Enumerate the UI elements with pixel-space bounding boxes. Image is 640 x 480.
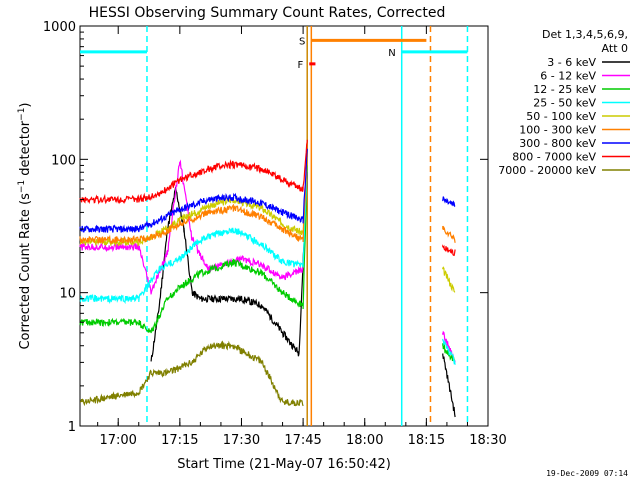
legend-label-0: 3 - 6 keV <box>547 56 596 69</box>
flag-label-3: F <box>298 60 304 71</box>
legend-label-2: 12 - 25 keV <box>533 83 596 96</box>
x-axis-label: Start Time (21-May-07 16:50:42) <box>177 457 391 472</box>
x-tick-label-1: 17:15 <box>161 433 198 448</box>
chart-title: HESSI Observing Summary Count Rates, Cor… <box>89 5 446 21</box>
x-tick-label-3: 17:45 <box>284 433 321 448</box>
y-tick-label-3: 1000 <box>43 20 76 35</box>
x-tick-label-6: 18:30 <box>469 433 506 448</box>
series-line-6 <box>79 148 456 234</box>
y-axis-label: Corrected Count Rate (s−1 detector−1) <box>17 102 33 349</box>
legend-label-5: 100 - 300 keV <box>519 124 596 137</box>
series-line-3 <box>79 157 456 365</box>
y-tick-label-1: 10 <box>59 287 76 302</box>
legend-label-6: 300 - 800 keV <box>519 137 596 150</box>
series-line-2 <box>79 165 456 362</box>
series-line-0 <box>150 172 456 418</box>
flag-label-1: N <box>388 48 395 59</box>
timestamp-footer: 19-Dec-2009 07:14 <box>546 469 628 478</box>
legend-label-7: 800 - 7000 keV <box>512 151 596 164</box>
x-tick-label-0: 17:00 <box>99 433 136 448</box>
series-line-4 <box>79 158 456 293</box>
legend-label-4: 50 - 100 keV <box>526 110 596 123</box>
legend-label-1: 6 - 12 keV <box>540 70 596 83</box>
y-tick-label-0: 1 <box>68 420 76 435</box>
legend-header-1: Att 0 <box>602 42 628 55</box>
legend-label-3: 25 - 50 keV <box>533 97 596 110</box>
legend-header-0: Det 1,3,4,5,6,9, <box>542 28 628 41</box>
x-tick-label-4: 18:00 <box>346 433 383 448</box>
series-line-1 <box>79 159 456 364</box>
series-line-5 <box>79 153 456 245</box>
x-tick-label-2: 17:30 <box>223 433 260 448</box>
series-line-7 <box>79 139 456 257</box>
flag-label-2: S <box>299 36 305 47</box>
legend-label-8: 7000 - 20000 keV <box>498 164 596 177</box>
x-tick-label-5: 18:15 <box>408 433 445 448</box>
series-line-8 <box>80 340 304 407</box>
plot-frame <box>79 25 489 427</box>
y-tick-label-2: 100 <box>51 153 76 168</box>
plot-layer: N S F 1 10 100 1000 17:00 17:15 17:30 17:45 18:00 18… <box>43 20 507 448</box>
